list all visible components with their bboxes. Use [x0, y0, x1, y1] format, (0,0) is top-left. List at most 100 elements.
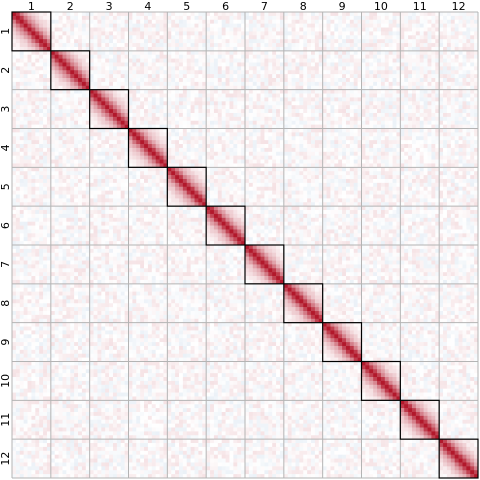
heatmap-cell [283, 78, 289, 83]
heatmap-cell [322, 66, 327, 71]
heatmap-cell [225, 167, 230, 172]
heatmap-cell [474, 109, 479, 114]
heatmap-cell [307, 147, 312, 153]
heatmap-cell [31, 27, 36, 32]
heatmap-cell [206, 81, 211, 87]
heatmap-cell [462, 167, 467, 172]
heatmap-cell [373, 70, 378, 75]
heatmap-cell [19, 85, 24, 90]
heatmap-cell [474, 54, 479, 59]
heatmap-cell [450, 35, 455, 40]
heatmap-cell [252, 136, 257, 141]
heatmap-cell [400, 35, 405, 40]
heatmap-cell [97, 85, 102, 90]
heatmap-cell [163, 171, 168, 176]
heatmap-cell [299, 35, 304, 40]
heatmap-cell [50, 120, 56, 125]
heatmap-cell [276, 78, 281, 83]
heatmap-cell [210, 132, 215, 137]
heatmap-cell [43, 124, 48, 129]
heatmap-cell [330, 128, 335, 133]
heatmap-cell [454, 128, 459, 133]
heatmap-cell [287, 93, 292, 98]
heatmap-cell [419, 151, 424, 156]
heatmap-cell [217, 43, 222, 48]
heatmap-cell [377, 159, 382, 164]
heatmap-cell [66, 101, 71, 106]
heatmap-cell [380, 109, 386, 114]
heatmap-cell [163, 23, 168, 28]
heatmap-cell [291, 19, 296, 24]
heatmap-cell [116, 81, 122, 87]
heatmap-cell [233, 132, 238, 137]
heatmap-cell [400, 81, 405, 87]
heatmap-cell [182, 85, 188, 90]
heatmap-cell [233, 12, 238, 17]
heatmap-cell [299, 43, 304, 48]
heatmap-cell [241, 54, 246, 59]
heatmap-cell [101, 70, 106, 75]
heatmap-cell [66, 105, 71, 110]
heatmap-cell [411, 35, 417, 40]
heatmap-cell [50, 128, 56, 133]
heatmap-cell [474, 136, 479, 141]
heatmap-cell [373, 155, 378, 160]
heatmap-cell [392, 54, 397, 59]
heatmap-cell [120, 15, 125, 21]
heatmap-cell [81, 19, 87, 24]
heatmap-cell [283, 46, 289, 52]
heatmap-cell [198, 39, 203, 44]
heatmap-cell [322, 54, 327, 59]
heatmap-cell [272, 147, 277, 153]
heatmap-cell [140, 171, 145, 176]
heatmap-cell [322, 70, 327, 75]
heatmap-cell [178, 136, 184, 141]
heatmap-cell [311, 23, 316, 28]
heatmap-cell [458, 12, 463, 17]
heatmap-cell [283, 85, 289, 90]
heatmap-cell [85, 35, 90, 40]
heatmap-cell [466, 151, 471, 156]
heatmap-cell [474, 151, 479, 156]
heatmap-cell [151, 12, 156, 17]
heatmap-cell [373, 58, 378, 63]
heatmap-cell [361, 167, 366, 172]
heatmap-cell [15, 50, 21, 56]
heatmap-cell [136, 23, 141, 28]
heatmap-cell [248, 101, 254, 106]
heatmap-cell [167, 15, 172, 21]
heatmap-cell [454, 35, 459, 40]
heatmap-cell [66, 35, 71, 40]
heatmap-cell [419, 19, 424, 24]
heatmap-cell [206, 93, 211, 98]
heatmap-cell [353, 132, 358, 137]
heatmap-cell [93, 101, 98, 106]
heatmap-cell [462, 66, 467, 71]
heatmap-cell [338, 93, 343, 98]
heatmap-cell [404, 39, 409, 44]
heatmap-cell [322, 85, 327, 90]
heatmap-cell [252, 167, 257, 172]
heatmap-cell [124, 151, 129, 156]
heatmap-cell [314, 54, 320, 59]
heatmap-cell [175, 163, 180, 168]
heatmap-cell [454, 112, 459, 118]
heatmap-cell [408, 163, 413, 168]
heatmap-cell [66, 155, 71, 160]
heatmap-cell [74, 89, 79, 94]
heatmap-cell [58, 54, 63, 59]
heatmap-cell [58, 136, 63, 141]
heatmap-cell [225, 155, 230, 160]
heatmap-cell [147, 58, 153, 63]
heatmap-cell [380, 136, 386, 141]
heatmap-cell [454, 167, 459, 172]
heatmap-cell [213, 136, 219, 141]
heatmap-cell [15, 151, 21, 156]
heatmap-cell [446, 132, 452, 137]
heatmap-cell [408, 46, 413, 52]
heatmap-cell [194, 159, 199, 164]
heatmap-cell [361, 144, 366, 149]
heatmap-cell [311, 78, 316, 83]
heatmap-cell [260, 70, 265, 75]
heatmap-cell [70, 136, 75, 141]
